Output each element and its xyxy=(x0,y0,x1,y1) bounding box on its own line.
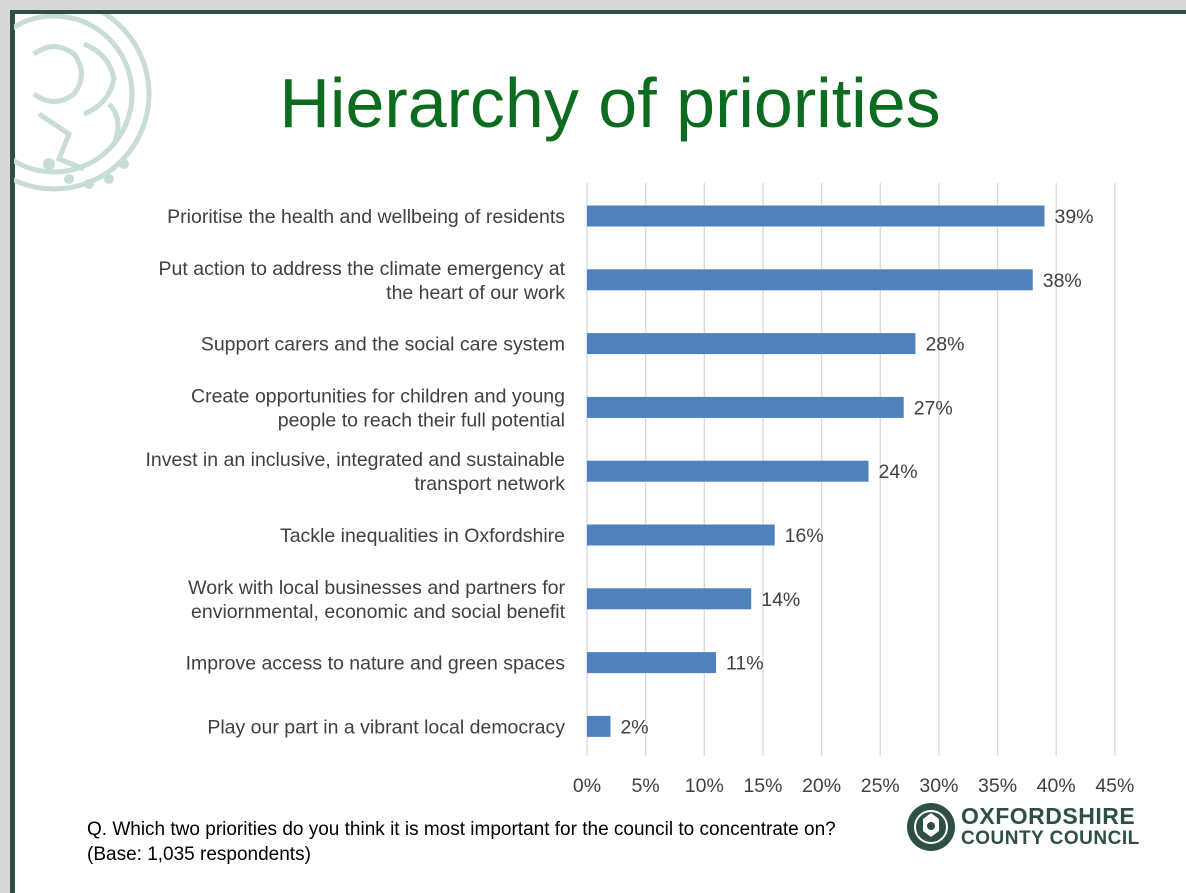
data-label: 2% xyxy=(620,716,648,738)
bar-layer xyxy=(587,205,1045,737)
bar xyxy=(587,396,904,418)
x-tick-label: 10% xyxy=(685,775,724,797)
data-label: 16% xyxy=(785,525,824,547)
category-label: Work with local businesses and partners … xyxy=(188,577,565,599)
category-label: Tackle inequalities in Oxfordshire xyxy=(280,525,565,547)
x-tick-label: 25% xyxy=(861,775,900,797)
x-tick-label: 0% xyxy=(573,775,601,797)
x-tick-label: 30% xyxy=(919,775,958,797)
x-tick-label: 15% xyxy=(743,775,782,797)
bar xyxy=(587,715,611,737)
bar xyxy=(587,652,717,674)
data-label: 27% xyxy=(914,397,953,419)
watermark-crest-icon xyxy=(14,14,152,192)
x-tick-label: 20% xyxy=(802,775,841,797)
category-label: transport network xyxy=(414,473,565,495)
x-tick-label: 40% xyxy=(1037,775,1076,797)
category-label: Invest in an inclusive, integrated and s… xyxy=(145,449,565,471)
bar xyxy=(587,524,775,546)
logo-line-1: OXFORDSHIRE xyxy=(961,803,1136,829)
category-label: the heart of our work xyxy=(386,282,565,304)
data-label: 11% xyxy=(726,653,764,675)
bar xyxy=(587,205,1045,227)
data-label: 39% xyxy=(1054,206,1093,228)
label-layer: 39% Prioritise the health and wellbeing o… xyxy=(145,206,1093,738)
category-label: Prioritise the health and wellbeing of r… xyxy=(167,206,565,228)
frame-left-line xyxy=(10,10,15,893)
bar xyxy=(587,588,752,610)
oxfordshire-logo: OXFORDSHIRE COUNTY COUNCIL xyxy=(905,797,1145,857)
bar xyxy=(587,460,869,482)
x-tick-label: 45% xyxy=(1095,775,1134,797)
bar xyxy=(587,333,916,355)
council-crest-icon xyxy=(907,803,955,851)
category-label: Play our part in a vibrant local democra… xyxy=(207,716,565,738)
data-label: 14% xyxy=(761,589,800,611)
data-label: 38% xyxy=(1043,270,1082,292)
x-tick-label: 35% xyxy=(978,775,1017,797)
x-tick-label: 5% xyxy=(632,775,660,797)
frame-top xyxy=(0,0,1186,10)
data-label: 24% xyxy=(879,461,918,483)
category-label: Put action to address the climate emerge… xyxy=(159,258,566,280)
category-label: Improve access to nature and green space… xyxy=(186,653,566,675)
frame-top-line xyxy=(0,10,1186,14)
category-label: enviornmental, economic and social benef… xyxy=(191,601,566,623)
category-label: Create opportunities for children and yo… xyxy=(191,385,565,407)
frame-left xyxy=(0,0,10,893)
category-label: Support carers and the social care syste… xyxy=(201,334,565,356)
bar xyxy=(587,269,1033,291)
page-title: Hierarchy of priorities xyxy=(279,64,941,142)
data-label: 28% xyxy=(925,334,964,356)
category-label: people to reach their full potential xyxy=(278,409,565,431)
logo-line-2: COUNTY COUNCIL xyxy=(961,828,1140,849)
tick-layer: 0% 5% 10% 15% 20% 25% 30% 35% 40% 45% xyxy=(573,775,1134,797)
survey-question-footnote: Q. Which two priorities do you think it … xyxy=(87,819,836,865)
